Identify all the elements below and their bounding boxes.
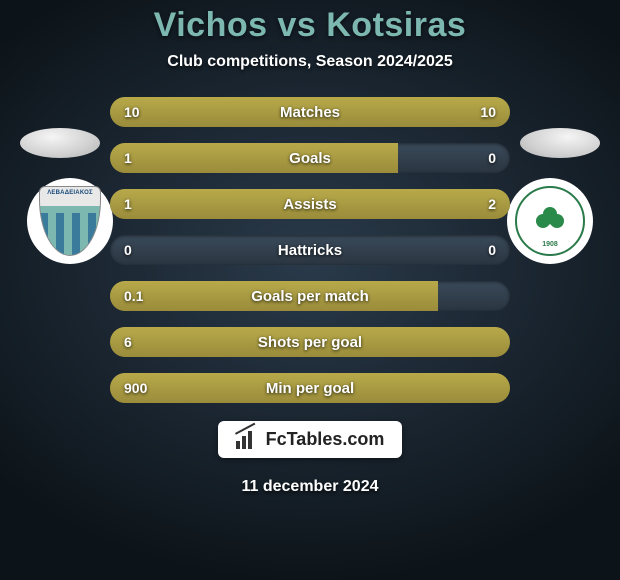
- stat-fill-left: [110, 373, 510, 403]
- player-silhouette-left: [20, 128, 100, 158]
- stat-row: 0.1Goals per match: [110, 281, 510, 311]
- subtitle: Club competitions, Season 2024/2025: [167, 53, 452, 71]
- stat-fill-left: [110, 189, 242, 219]
- club-badge-left: ΛΕΒΑΔΕΙΑΚΟΣ: [27, 178, 113, 264]
- stat-fill-left: [110, 97, 310, 127]
- club-right-year: 1908: [542, 241, 558, 248]
- stat-row: 12Assists: [110, 189, 510, 219]
- stat-fill-left: [110, 281, 438, 311]
- brand-badge: FcTables.com: [218, 421, 403, 458]
- stat-fill-right: [242, 189, 510, 219]
- page-title: Vichos vs Kotsiras: [154, 6, 467, 45]
- comparison-card: Vichos vs Kotsiras Club competitions, Se…: [0, 0, 620, 580]
- stat-row: 1010Matches: [110, 97, 510, 127]
- club-left-label: ΛΕΒΑΔΕΙΑΚΟΣ: [40, 190, 100, 196]
- stat-row: 10Goals: [110, 143, 510, 173]
- player-silhouette-right: [520, 128, 600, 158]
- clover-badge-icon: 1908: [515, 186, 585, 256]
- bar-chart-icon: [236, 431, 258, 449]
- club-badge-right: 1908: [507, 178, 593, 264]
- stat-row: 00Hattricks: [110, 235, 510, 265]
- brand-text: FcTables.com: [266, 429, 385, 450]
- stat-row: 900Min per goal: [110, 373, 510, 403]
- stat-fill-left: [110, 327, 510, 357]
- stat-fill-right: [310, 97, 510, 127]
- clover-icon: [536, 207, 564, 235]
- stat-track: [110, 235, 510, 265]
- stat-row: 6Shots per goal: [110, 327, 510, 357]
- footer-date: 11 december 2024: [242, 478, 379, 496]
- shield-icon: ΛΕΒΑΔΕΙΑΚΟΣ: [39, 186, 101, 256]
- stat-fill-left: [110, 143, 398, 173]
